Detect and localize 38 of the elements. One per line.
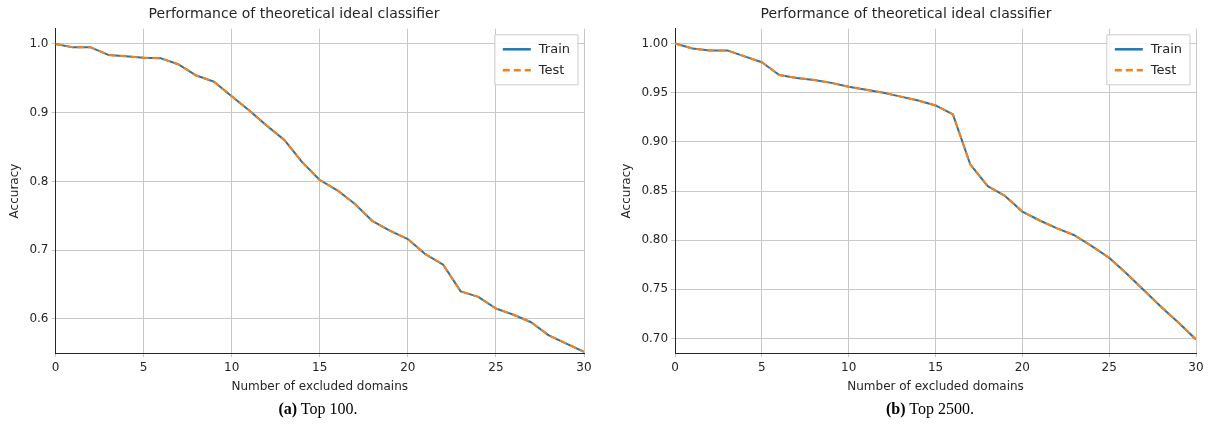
x-tick-label: 5 — [139, 359, 148, 374]
x-tick-label: 10 — [841, 359, 857, 374]
y-axis-title: Accuracy — [7, 163, 22, 219]
legend-label: Train — [1149, 40, 1183, 56]
legend-label: Test — [537, 61, 565, 77]
y-tick-label: 0.6 — [29, 310, 49, 325]
y-tick-label: 0.8 — [29, 173, 49, 188]
x-tick-label: 25 — [1101, 359, 1117, 374]
legend-label: Train — [537, 40, 571, 56]
x-tick-label: 10 — [224, 359, 240, 374]
x-tick-label: 20 — [400, 359, 416, 374]
x-axis-title: Number of excluded domains — [231, 378, 409, 393]
x-tick-label: 5 — [758, 359, 766, 374]
x-tick-label: 30 — [576, 359, 592, 374]
legend-label: Test — [1149, 61, 1177, 77]
y-axis-title: Accuracy — [619, 163, 634, 219]
y-tick-label: 0.70 — [641, 330, 669, 345]
text: (a) Top 100. — [278, 400, 358, 417]
text: (b) Top 2500. — [886, 400, 974, 417]
x-axis-title: Number of excluded domains — [847, 378, 1024, 393]
y-tick-label: 1.0 — [29, 36, 49, 51]
chart-title: Performance of theoretical ideal classifier — [148, 5, 440, 22]
y-tick-label: 0.90 — [641, 133, 669, 148]
chart-title: Performance of theoretical ideal classifier — [760, 5, 1052, 22]
y-tick-label: 0.80 — [641, 232, 669, 247]
x-tick-label: 15 — [312, 359, 328, 374]
y-tick-label: 0.85 — [641, 183, 669, 198]
x-tick-label: 30 — [1188, 359, 1204, 374]
y-tick-label: 0.95 — [641, 84, 669, 99]
y-tick-label: 0.9 — [29, 104, 49, 119]
y-tick-label: 0.7 — [29, 242, 49, 257]
x-tick-label: 0 — [671, 359, 679, 374]
y-tick-label: 1.00 — [641, 35, 669, 50]
x-tick-label: 20 — [1014, 359, 1031, 374]
x-tick-label: 0 — [51, 359, 60, 374]
x-tick-label: 25 — [488, 359, 504, 374]
y-tick-label: 0.75 — [641, 281, 669, 296]
x-tick-label: 15 — [927, 359, 944, 374]
